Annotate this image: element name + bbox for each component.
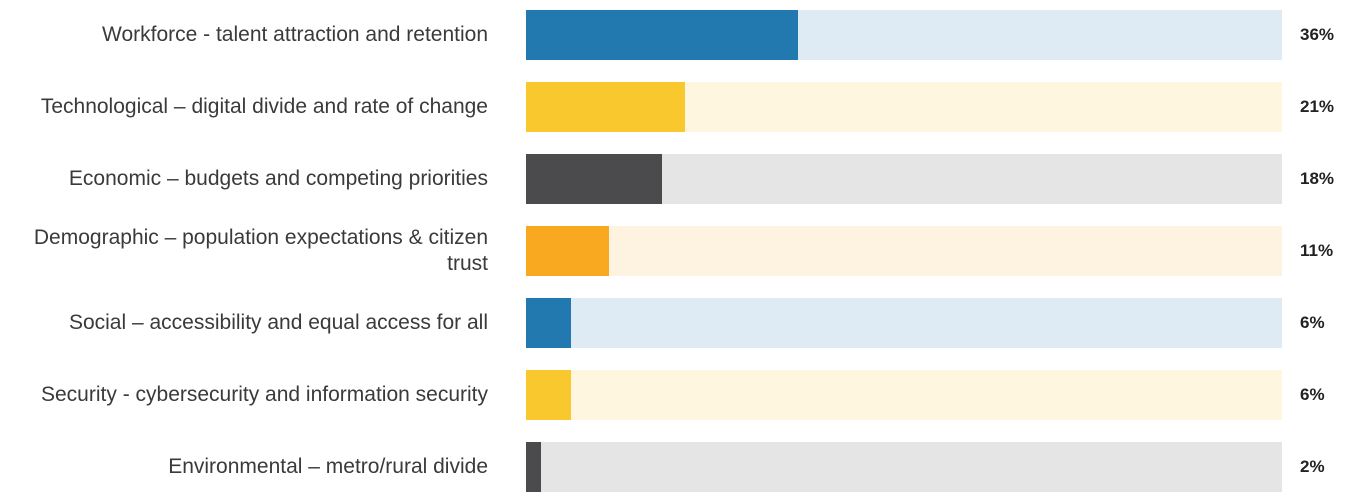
value-label: 2%	[1300, 457, 1325, 476]
bar	[526, 298, 572, 348]
value-label: 21%	[1300, 97, 1335, 116]
category-label: Environmental – metro/rural divide	[0, 436, 488, 498]
category-text: Technological – digital divide and rate …	[40, 95, 488, 118]
bar	[526, 154, 663, 204]
category-label: Social – accessibility and equal access …	[0, 292, 488, 354]
category-label: Demographic – population expectations & …	[0, 220, 488, 282]
bar-track	[526, 298, 1282, 348]
value-label: 11%	[1300, 241, 1334, 260]
category-text: Environmental – metro/rural divide	[168, 455, 488, 478]
category-text: Demographic – population expectations & …	[33, 226, 488, 275]
bar	[526, 226, 610, 276]
value-label: 18%	[1300, 169, 1335, 188]
category-text: Workforce - talent attraction and retent…	[102, 23, 488, 46]
category-label: Technological – digital divide and rate …	[0, 76, 488, 138]
category-text: Security - cybersecurity and information…	[41, 383, 488, 406]
value-label: 6%	[1300, 385, 1325, 404]
bar	[526, 10, 799, 60]
value-label: 36%	[1300, 25, 1335, 44]
category-label: Security - cybersecurity and information…	[0, 364, 488, 426]
value-label: 6%	[1300, 313, 1325, 332]
bar-track	[526, 370, 1282, 420]
bar-track	[526, 226, 1282, 276]
bar	[526, 370, 572, 420]
category-label: Economic – budgets and competing priorit…	[0, 148, 488, 210]
bar	[526, 442, 542, 492]
category-text: Economic – budgets and competing priorit…	[68, 167, 488, 190]
category-text: Social – accessibility and equal access …	[68, 311, 488, 334]
bar-track	[526, 442, 1282, 492]
category-label: Workforce - talent attraction and retent…	[0, 4, 488, 66]
bar	[526, 82, 685, 132]
